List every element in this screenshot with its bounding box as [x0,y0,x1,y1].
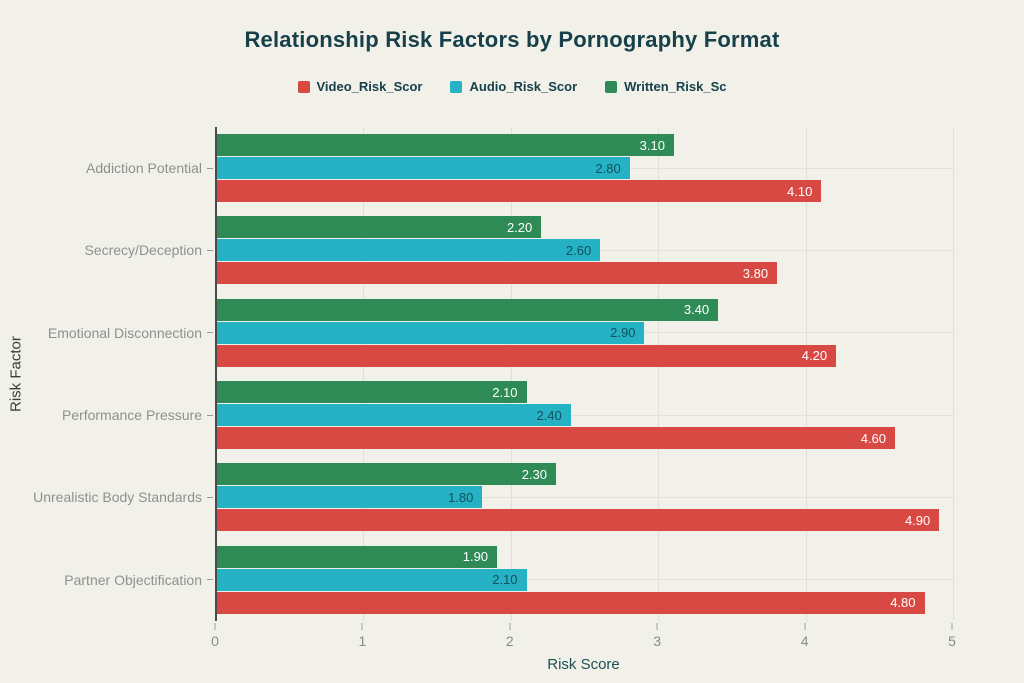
category-row: Unrealistic Body Standards [0,456,213,538]
bar-rows: 3.10 2.80 4.10 2.20 2.60 3.80 3.40 2.90 4.20 2.10… [217,127,954,621]
category-label: Performance Pressure [61,407,202,424]
bar-video_risk_scor: 4.10 [217,180,822,203]
bar-value-label: 4.10 [787,183,813,199]
bar-video_risk_scor: 4.20 [217,344,837,367]
bar-audio_risk_scor: 2.60 [217,239,601,262]
legend-label-audio: Audio_Risk_Scor [469,79,578,94]
bar-value-label: 3.80 [742,265,769,281]
bar-value-label: 2.40 [536,407,562,423]
bar-value-label: 3.40 [683,302,710,318]
x-tick-mark [656,623,658,630]
legend-item-written[interactable]: Written_Risk_Sc [605,79,727,94]
audio-series-swatch-icon [450,80,463,93]
bar-value-label: 1.90 [462,549,489,565]
legend-label-written: Written_Risk_Sc [624,79,727,94]
x-tick-label: 2 [505,633,514,649]
category-row: Secrecy/Deception [0,209,213,291]
x-axis-ticks: 0 1 2 3 4 5 [211,621,956,655]
vertical-gridline [805,127,807,621]
bar-written_risk_sc: 2.10 [217,381,527,404]
category-row: Partner Objectification [0,539,213,621]
category-label: Unrealistic Body Standards [33,489,202,506]
horizontal-gridline [217,497,954,498]
bar-audio_risk_scor: 2.80 [217,157,630,180]
vertical-gridline [953,127,954,621]
x-tick-mark [361,623,363,630]
x-tick-mark [804,623,806,630]
bar-audio_risk_scor: 2.90 [217,321,645,344]
category-tick-mark [207,332,213,334]
category-label: Secrecy/Deception [84,242,202,259]
x-tick-label: 1 [358,633,367,649]
bar-value-label: 4.80 [890,595,916,611]
bar-group: 2.30 1.80 4.90 [217,456,954,538]
written-series-swatch-icon [605,80,618,93]
bar-written_risk_sc: 3.10 [217,134,674,157]
category-tick-mark [207,249,213,251]
legend: Video_Risk_Scor Audio_Risk_Scor Written_… [0,79,1024,94]
horizontal-gridline [217,579,954,581]
x-tick-mark [214,623,216,630]
bar-value-label: 4.60 [860,430,887,446]
bar-audio_risk_scor: 1.80 [217,486,483,509]
bar-value-label: 2.30 [521,466,548,482]
bar-audio_risk_scor: 2.40 [217,404,571,427]
horizontal-gridline [217,414,954,416]
bar-value-label: 4.90 [904,512,931,528]
bar-video_risk_scor: 4.80 [217,591,925,614]
bar-group: 1.90 2.10 4.80 [217,539,954,621]
bar-value-label: 2.80 [595,160,621,176]
category-row: Addiction Potential [0,127,213,209]
legend-label-video: Video_Risk_Scor [316,79,423,94]
bar-value-label: 2.90 [610,325,636,341]
category-axis: Addiction Potential Secrecy/Deception Emot… [0,127,213,621]
x-tick-label: 0 [211,633,219,649]
bar-value-label: 2.10 [492,572,518,588]
bar-value-label: 2.10 [492,384,518,400]
bar-value-label: 3.10 [639,137,665,153]
bar-written_risk_sc: 2.20 [217,216,542,239]
legend-item-video[interactable]: Video_Risk_Scor [297,79,423,94]
bar-group: 3.10 2.80 4.10 [217,127,954,209]
plot-area: 3.10 2.80 4.10 2.20 2.60 3.80 3.40 2.90 4.20 2.10… [215,127,954,621]
bar-value-label: 2.60 [565,242,592,258]
bar-video_risk_scor: 4.60 [217,427,896,450]
video-series-swatch-icon [297,80,310,93]
vertical-gridline [510,127,512,621]
bar-written_risk_sc: 2.30 [217,463,557,486]
category-tick-mark [207,579,213,581]
category-tick-mark [207,496,213,498]
bar-group: 2.10 2.40 4.60 [217,374,954,456]
x-tick-mark [951,623,953,630]
bar-value-label: 4.20 [801,348,828,364]
category-tick-mark [207,167,213,169]
bar-written_risk_sc: 1.90 [217,545,498,568]
category-row: Performance Pressure [0,374,213,456]
bar-group: 2.20 2.60 3.80 [217,209,954,291]
bar-group: 3.40 2.90 4.20 [217,292,954,374]
category-row: Emotional Disconnection [0,292,213,374]
bar-value-label: 2.20 [506,219,533,235]
x-tick-label: 3 [653,633,662,649]
x-tick-mark [509,623,511,630]
vertical-gridline [363,127,365,621]
bar-video_risk_scor: 3.80 [217,262,778,285]
bar-written_risk_sc: 3.40 [217,298,719,321]
category-label: Partner Objectification [64,571,202,588]
category-label: Emotional Disconnection [47,324,202,341]
chart-title: Relationship Risk Factors by Pornography… [244,27,780,52]
category-label: Addiction Potential [86,160,202,177]
bar-value-label: 1.80 [448,489,474,505]
x-tick-label: 4 [800,633,809,649]
bar-video_risk_scor: 4.90 [217,509,940,532]
x-tick-label: 5 [948,633,956,649]
bar-audio_risk_scor: 2.10 [217,568,527,591]
vertical-gridline [658,127,660,621]
category-tick-mark [207,414,213,416]
legend-item-audio[interactable]: Audio_Risk_Scor [450,79,577,94]
x-axis-title: Risk Score [547,656,620,673]
